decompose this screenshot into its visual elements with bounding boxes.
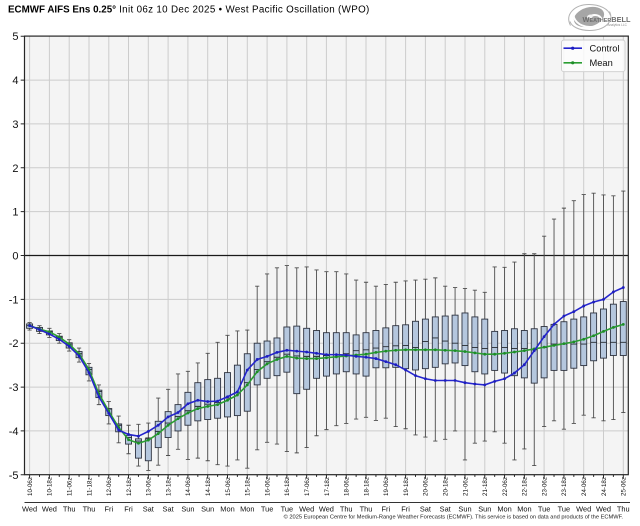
svg-text:ECMWF AIFS Ens 0.25° Init 06z: ECMWF AIFS Ens 0.25° Init 06z 10 Dec 202… [8,4,370,15]
svg-text:24-18z: 24-18z [601,477,608,496]
svg-text:Fri: Fri [381,505,390,514]
svg-text:Thu: Thu [83,505,96,514]
svg-text:16-06z: 16-06z [264,477,271,496]
svg-text:22-18z: 22-18z [522,477,529,496]
svg-text:21-06z: 21-06z [462,477,469,496]
svg-text:-5: -5 [9,470,19,482]
svg-text:Sat: Sat [420,505,431,514]
svg-text:17-18z: 17-18z [324,477,331,496]
svg-text:Fri: Fri [401,505,410,514]
svg-text:Mean: Mean [590,58,613,68]
svg-text:Thu: Thu [63,505,76,514]
svg-text:Tue: Tue [281,505,293,514]
svg-text:Sun: Sun [201,505,214,514]
svg-text:16-18z: 16-18z [284,477,291,496]
svg-text:Analytics LLC: Analytics LLC [608,23,628,27]
svg-text:22-06z: 22-06z [502,477,509,496]
svg-text:14-18z: 14-18z [205,477,212,496]
svg-text:Tue: Tue [558,505,570,514]
svg-text:Mon: Mon [220,505,234,514]
svg-text:-4: -4 [9,426,19,438]
svg-text:WEATHERBELL: WEATHERBELL [583,15,632,24]
svg-text:Wed: Wed [299,505,314,514]
svg-text:Mon: Mon [497,505,511,514]
svg-text:Wed: Wed [576,505,591,514]
svg-text:Sat: Sat [440,505,451,514]
svg-text:10-18z: 10-18z [47,477,54,496]
svg-text:Mon: Mon [240,505,254,514]
svg-text:Wed: Wed [319,505,334,514]
svg-text:25-06z: 25-06z [621,477,628,496]
svg-text:15-06z: 15-06z [225,477,232,496]
svg-text:Control: Control [590,43,620,53]
svg-text:12-06z: 12-06z [106,477,113,496]
svg-text:Thu: Thu [340,505,353,514]
svg-text:Wed: Wed [596,505,611,514]
svg-text:1: 1 [12,207,18,219]
svg-text:Sun: Sun [458,505,471,514]
svg-text:13-06z: 13-06z [146,477,153,496]
svg-text:Sat: Sat [163,505,174,514]
svg-text:Sun: Sun [478,505,491,514]
svg-text:-2: -2 [9,338,19,350]
svg-text:24-06z: 24-06z [581,477,588,496]
svg-text:Tue: Tue [538,505,550,514]
svg-text:Thu: Thu [617,505,630,514]
svg-text:4: 4 [12,75,18,87]
svg-text:Mon: Mon [517,505,531,514]
svg-text:14-06z: 14-06z [185,477,192,496]
svg-text:18-06z: 18-06z [344,477,351,496]
svg-text:Tue: Tue [261,505,273,514]
svg-text:Sun: Sun [181,505,194,514]
svg-text:15-18z: 15-18z [245,477,252,496]
svg-text:21-18z: 21-18z [482,477,489,496]
svg-text:Thu: Thu [360,505,373,514]
svg-text:Fri: Fri [104,505,113,514]
svg-text:Sat: Sat [143,505,154,514]
svg-text:-1: -1 [9,294,19,306]
svg-text:© 2025 European Centre for Med: © 2025 European Centre for Medium-Range … [284,514,624,521]
svg-text:Wed: Wed [42,505,57,514]
svg-text:2: 2 [12,163,18,175]
svg-text:23-06z: 23-06z [541,477,548,496]
svg-text:12-18z: 12-18z [126,477,133,496]
svg-text:5: 5 [12,31,18,43]
svg-text:23-18z: 23-18z [561,477,568,496]
svg-text:19-06z: 19-06z [383,477,390,496]
svg-text:17-06z: 17-06z [304,477,311,496]
svg-text:10-06z: 10-06z [27,477,34,496]
svg-text:11-06z: 11-06z [67,478,74,496]
svg-text:Fri: Fri [124,505,133,514]
svg-text:0: 0 [12,251,18,263]
svg-text:Wed: Wed [22,505,37,514]
svg-text:3: 3 [12,119,18,131]
svg-text:18-18z: 18-18z [363,477,370,496]
svg-text:20-06z: 20-06z [423,477,430,496]
svg-text:20-18z: 20-18z [443,477,450,496]
svg-text:11-18z: 11-18z [86,478,93,496]
svg-text:19-18z: 19-18z [403,477,410,496]
svg-text:-3: -3 [9,382,19,394]
svg-text:13-18z: 13-18z [165,477,172,496]
